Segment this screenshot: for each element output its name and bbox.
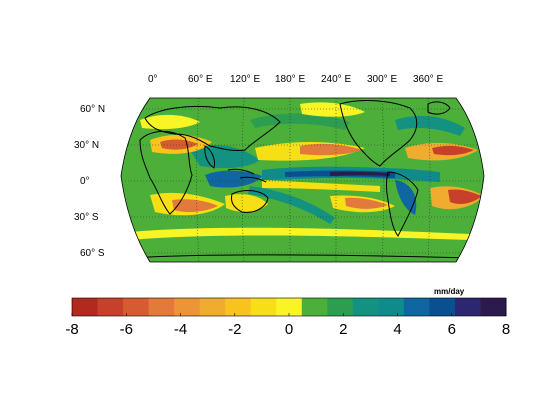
field-npac-dry-core xyxy=(300,143,362,156)
colorbar-tick-labels: -8 -6 -4 -2 0 2 4 6 8 xyxy=(65,321,510,338)
coast-india xyxy=(204,145,215,169)
colorbar-segment xyxy=(72,298,99,316)
field-spac-dry-core xyxy=(345,197,388,209)
colorbar-units-label: mm/day xyxy=(434,287,465,296)
longitude-labels: 0° 60° E 120° E 180° E 240° E 300° E 360… xyxy=(148,74,443,85)
graticule-lon-300e xyxy=(381,98,385,262)
latitude-labels: 60° N 30° N 0° 30° S 60° S xyxy=(74,104,105,259)
colorbar xyxy=(71,297,507,317)
field-sahara-dry-core xyxy=(160,139,198,150)
colorbar-segment xyxy=(352,298,379,316)
lon-label-0: 0° xyxy=(148,74,158,85)
coast-south-america xyxy=(386,171,419,237)
coast-antarctica xyxy=(129,254,471,259)
lon-label-120e: 120° E xyxy=(230,74,260,85)
colorbar-segment xyxy=(403,298,430,316)
coast-greenland xyxy=(427,101,451,115)
colorbar-tick-label: 8 xyxy=(502,321,510,338)
graticule-lon-60e xyxy=(196,98,200,262)
colorbar-segment xyxy=(480,298,507,316)
field-north-pacific-yellow xyxy=(300,102,365,117)
field-south-america-wet xyxy=(395,180,417,215)
lat-label-30s: 30° S xyxy=(74,212,99,223)
colorbar-segment xyxy=(327,298,354,316)
field-spcz xyxy=(248,186,335,224)
graticule xyxy=(121,98,484,262)
colorbar-segment xyxy=(97,298,124,316)
colorbar-tick-label: 6 xyxy=(448,321,456,338)
graticule-lon-120e xyxy=(241,98,245,262)
lon-label-240e: 240° E xyxy=(321,74,351,85)
coast-africa xyxy=(139,131,193,215)
field-north-atlantic-wet xyxy=(395,115,465,136)
colorbar-segment xyxy=(225,298,252,316)
lat-label-30n: 30° N xyxy=(74,140,99,151)
colorbar-segment xyxy=(429,298,456,316)
colorbar-segment xyxy=(301,298,328,316)
colorbar-segment xyxy=(148,298,175,316)
colorbar-tick-label: -6 xyxy=(120,321,133,338)
colorbar-segment xyxy=(174,298,201,316)
field-southern-ocean-yellow xyxy=(130,227,470,240)
precipitation-field xyxy=(121,98,484,262)
globe-outline xyxy=(120,97,485,263)
colorbar-segment xyxy=(123,298,150,316)
field-indian-ocean-dry-core xyxy=(172,199,218,213)
lat-label-0: 0° xyxy=(80,176,90,187)
coast-indonesia xyxy=(227,168,267,183)
field-itcz-max xyxy=(330,171,390,176)
field-indonesia-wet xyxy=(205,170,262,188)
colorbar-segment xyxy=(250,298,277,316)
colorbar-segment xyxy=(199,298,226,316)
graticule-lon-360e xyxy=(427,98,431,262)
lon-label-180e: 180° E xyxy=(275,74,305,85)
coast-europe-asia xyxy=(144,105,281,151)
lon-label-360e: 360° E xyxy=(413,74,443,85)
colorbar-segment xyxy=(276,298,303,316)
colorbar-tick-label: -8 xyxy=(65,321,78,338)
coast-north-america xyxy=(339,100,418,167)
coastlines xyxy=(129,100,471,259)
field-eq-pacific-dry xyxy=(262,180,380,192)
lon-label-60e: 60° E xyxy=(188,74,213,85)
field-north-africa-yellow xyxy=(140,114,200,130)
field-satl-dry-core xyxy=(448,189,482,204)
colorbar-tick-label: 0 xyxy=(285,321,293,338)
colorbar-segment xyxy=(378,298,405,316)
colorbar-segment xyxy=(454,298,481,316)
lon-label-300e: 300° E xyxy=(367,74,397,85)
field-natl-dry-core xyxy=(432,145,474,156)
colorbar-tick-label: -4 xyxy=(174,321,187,338)
colorbar-tick-label: 2 xyxy=(339,321,347,338)
colorbar-tick-label: -2 xyxy=(228,321,241,338)
coast-australia xyxy=(231,190,269,213)
lat-label-60n: 60° N xyxy=(80,104,105,115)
lat-label-60s: 60° S xyxy=(80,248,105,259)
colorbar-tick-label: 4 xyxy=(393,321,401,338)
